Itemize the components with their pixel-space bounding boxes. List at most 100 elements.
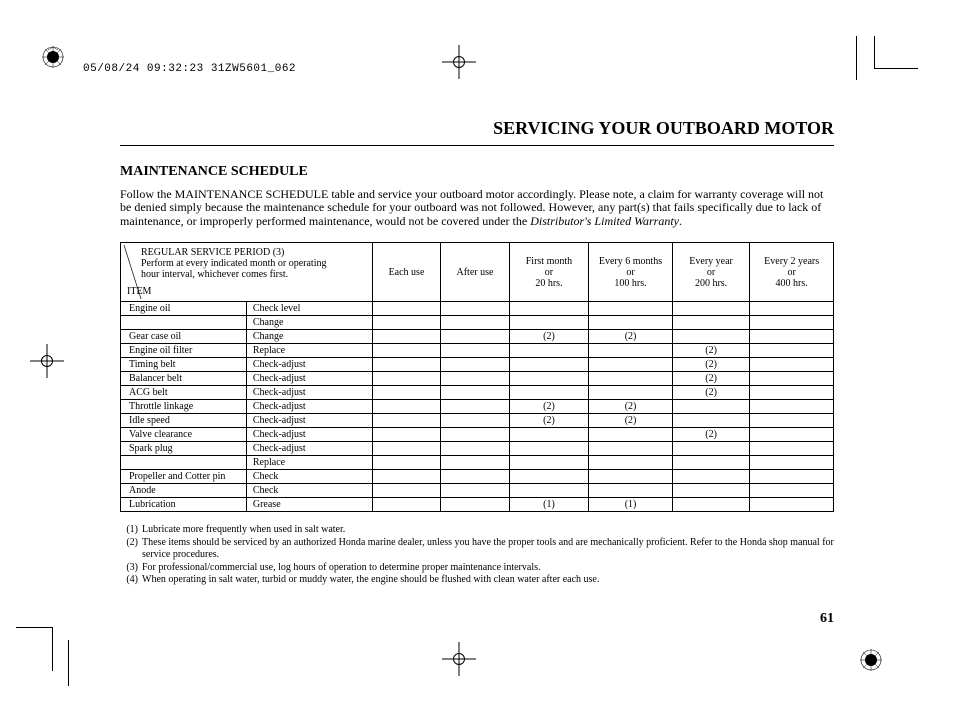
schedule-cell xyxy=(441,400,509,414)
col-l2: or xyxy=(626,267,634,278)
reg-mark-bottom-right xyxy=(860,649,882,671)
schedule-cell xyxy=(509,470,589,484)
intro-text-em: Distributor's Limited Warranty xyxy=(530,214,679,228)
footnote-row: (4)When operating in salt water, turbid … xyxy=(120,574,834,587)
schedule-cell xyxy=(672,484,750,498)
footnote-text: Lubricate more frequently when used in s… xyxy=(142,524,834,537)
crop-mark xyxy=(874,68,918,69)
schedule-cell xyxy=(750,330,834,344)
schedule-cell xyxy=(372,372,440,386)
col-l3: 400 hrs. xyxy=(776,278,808,289)
footnote-number: (4) xyxy=(120,574,142,587)
footnote-text: These items should be serviced by an aut… xyxy=(142,537,834,562)
schedule-cell: (1) xyxy=(509,498,589,512)
schedule-cell xyxy=(672,414,750,428)
schedule-cell xyxy=(372,400,440,414)
col-l1: Every year xyxy=(689,256,733,267)
action-cell: Check-adjust xyxy=(246,386,372,400)
schedule-cell xyxy=(589,386,673,400)
page-number: 61 xyxy=(820,611,834,627)
schedule-cell xyxy=(372,470,440,484)
col-header: Every 6 months or 100 hrs. xyxy=(589,243,673,302)
item-cell: Anode xyxy=(121,484,247,498)
col-l1: Each use xyxy=(389,267,425,278)
header-left-item: ITEM xyxy=(127,286,366,297)
reg-mark-top-left xyxy=(42,46,64,68)
action-cell: Replace xyxy=(246,456,372,470)
schedule-cell xyxy=(441,456,509,470)
col-header: Every year or 200 hrs. xyxy=(672,243,750,302)
table-row: Engine oil filterReplace(2) xyxy=(121,344,834,358)
schedule-cell: (2) xyxy=(509,400,589,414)
schedule-cell xyxy=(441,498,509,512)
schedule-cell xyxy=(750,428,834,442)
item-cell: Valve clearance xyxy=(121,428,247,442)
schedule-cell xyxy=(372,456,440,470)
action-cell: Check-adjust xyxy=(246,400,372,414)
schedule-cell xyxy=(509,302,589,316)
schedule-cell xyxy=(750,344,834,358)
item-cell: Engine oil filter xyxy=(121,344,247,358)
header-left-line2: Perform at every indicated month or oper… xyxy=(141,258,366,269)
schedule-cell xyxy=(589,428,673,442)
schedule-cell xyxy=(672,316,750,330)
print-stamp: 05/08/24 09:32:23 31ZW5601_062 xyxy=(83,63,296,75)
section-heading: MAINTENANCE SCHEDULE xyxy=(120,164,834,180)
item-cell xyxy=(121,456,247,470)
schedule-cell: (2) xyxy=(509,414,589,428)
item-cell xyxy=(121,316,247,330)
action-cell: Change xyxy=(246,330,372,344)
schedule-cell xyxy=(441,344,509,358)
schedule-cell xyxy=(372,316,440,330)
table-row: Change xyxy=(121,316,834,330)
table-row: Replace xyxy=(121,456,834,470)
item-cell: Throttle linkage xyxy=(121,400,247,414)
table-row: ACG beltCheck-adjust(2) xyxy=(121,386,834,400)
crosshair-top xyxy=(442,45,476,79)
action-cell: Check xyxy=(246,470,372,484)
page-content: SERVICING YOUR OUTBOARD MOTOR MAINTENANC… xyxy=(120,118,834,587)
schedule-cell xyxy=(672,330,750,344)
schedule-cell xyxy=(372,302,440,316)
schedule-cell xyxy=(509,484,589,498)
schedule-cell: (2) xyxy=(672,358,750,372)
schedule-cell xyxy=(750,484,834,498)
schedule-cell: (1) xyxy=(589,498,673,512)
schedule-cell xyxy=(750,456,834,470)
schedule-cell xyxy=(372,442,440,456)
col-l2: or xyxy=(707,267,715,278)
crop-mark xyxy=(874,36,875,68)
schedule-cell: (2) xyxy=(672,372,750,386)
table-row: Gear case oilChange(2)(2) xyxy=(121,330,834,344)
schedule-cell xyxy=(509,428,589,442)
schedule-cell xyxy=(750,302,834,316)
schedule-cell xyxy=(372,484,440,498)
action-cell: Check-adjust xyxy=(246,428,372,442)
schedule-cell: (2) xyxy=(672,386,750,400)
action-cell: Check xyxy=(246,484,372,498)
schedule-cell: (2) xyxy=(589,400,673,414)
item-cell: Propeller and Cotter pin xyxy=(121,470,247,484)
action-cell: Check-adjust xyxy=(246,372,372,386)
col-header: First month or 20 hrs. xyxy=(509,243,589,302)
table-row: AnodeCheck xyxy=(121,484,834,498)
footnote-number: (1) xyxy=(120,524,142,537)
col-l2: or xyxy=(788,267,796,278)
col-header: Each use xyxy=(372,243,440,302)
col-l3: 200 hrs. xyxy=(695,278,727,289)
schedule-cell: (2) xyxy=(589,414,673,428)
action-cell: Check-adjust xyxy=(246,358,372,372)
schedule-cell xyxy=(441,414,509,428)
col-l3: 20 hrs. xyxy=(535,278,562,289)
schedule-cell xyxy=(441,358,509,372)
action-cell: Check-adjust xyxy=(246,442,372,456)
schedule-cell xyxy=(750,386,834,400)
table-row: Engine oilCheck level xyxy=(121,302,834,316)
col-l1: Every 2 years xyxy=(764,256,819,267)
schedule-cell xyxy=(441,302,509,316)
schedule-cell xyxy=(441,442,509,456)
schedule-cell xyxy=(672,470,750,484)
schedule-cell: (2) xyxy=(589,330,673,344)
footnote-number: (3) xyxy=(120,562,142,575)
intro-text-post: . xyxy=(679,214,682,228)
